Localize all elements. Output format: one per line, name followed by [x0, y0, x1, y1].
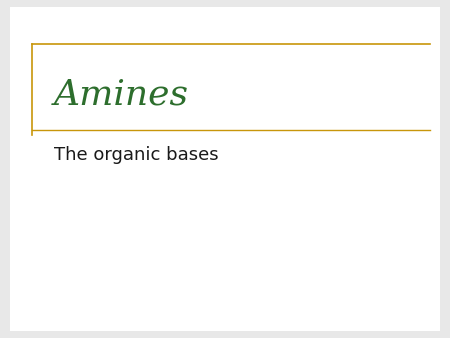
Text: The organic bases: The organic bases — [54, 146, 219, 165]
Text: Amines: Amines — [54, 78, 189, 112]
FancyBboxPatch shape — [10, 7, 440, 331]
